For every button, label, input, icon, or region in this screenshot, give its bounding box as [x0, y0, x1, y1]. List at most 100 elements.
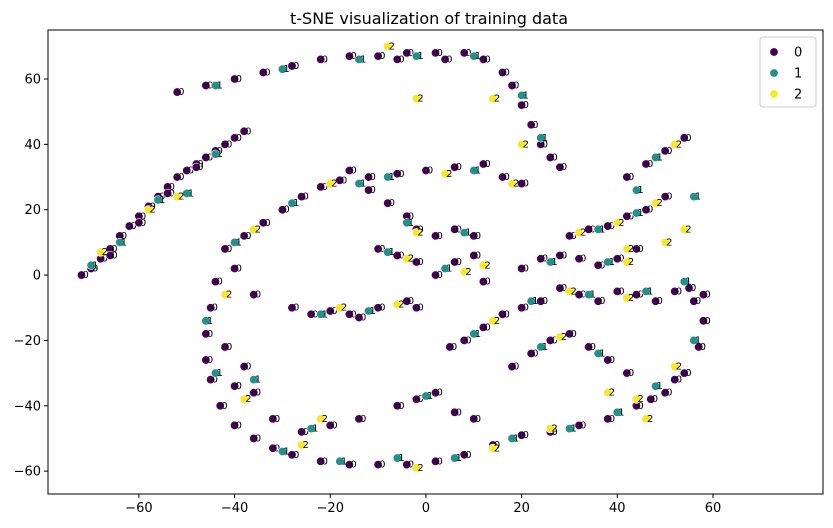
- data-point-class-0: [584, 342, 594, 352]
- data-point-class-0: [210, 277, 220, 287]
- data-point-text-label: 1: [657, 381, 663, 392]
- data-point-text-label: 0: [236, 74, 242, 85]
- data-point-text-label: 0: [216, 277, 222, 288]
- data-point-text-label: 0: [446, 54, 452, 65]
- data-point-text-label: 0: [475, 231, 481, 242]
- data-point-text-label: 0: [312, 309, 318, 320]
- data-point-class-2: [488, 316, 498, 326]
- data-point-class-0: [670, 286, 680, 296]
- data-point-class-1: [584, 290, 594, 300]
- data-point-class-2: [96, 247, 106, 257]
- data-point-class-0: [215, 401, 225, 411]
- scatter-points-layer: 0 0 0 0 0 0 0 0 0 0 0 0 0 0 0 0 0 0 0 0 0 0 0 0 0 0 0 0 0 0 0 0 0 0 0 0 0 0 0 0…: [76, 41, 711, 474]
- data-point-text-label: 1: [523, 90, 529, 101]
- data-point-class-1: [354, 179, 364, 189]
- data-point-text-label: 0: [360, 414, 366, 425]
- data-point-text-label: 0: [389, 198, 395, 209]
- data-point-text-label: 2: [341, 303, 347, 314]
- data-point-text-label: 2: [676, 362, 682, 373]
- data-point-text-label: 0: [542, 254, 548, 265]
- data-point-text-label: 1: [92, 260, 98, 271]
- data-point-text-label: 0: [551, 152, 557, 163]
- data-point-class-1: [593, 348, 603, 358]
- data-point-text-label: 2: [322, 414, 328, 425]
- data-point-class-0: [593, 296, 603, 306]
- data-point-class-2: [316, 414, 326, 424]
- data-point-class-0: [230, 133, 240, 143]
- data-point-class-0: [517, 100, 527, 110]
- data-point-class-0: [517, 430, 527, 440]
- data-point-class-0: [622, 211, 632, 221]
- data-point-class-0: [651, 296, 661, 306]
- data-point-class-0: [392, 54, 402, 64]
- data-point-text-label: 2: [408, 254, 414, 265]
- data-point-class-0: [641, 205, 651, 215]
- data-point-text-label: 0: [360, 313, 366, 324]
- data-point-text-label: 1: [456, 453, 462, 464]
- data-point-class-0: [182, 166, 192, 176]
- data-point-text-label: 0: [590, 342, 596, 353]
- data-point-text-label: 2: [245, 394, 251, 405]
- data-point-class-0: [411, 257, 421, 267]
- data-point-text-label: 0: [236, 264, 242, 275]
- data-point-text-label: 2: [551, 424, 557, 435]
- data-point-text-label: 2: [446, 169, 452, 180]
- data-point-class-0: [507, 81, 517, 91]
- data-point-text-label: 0: [551, 335, 557, 346]
- data-point-class-0: [373, 244, 383, 254]
- data-point-class-1: [651, 152, 661, 162]
- data-point-class-0: [450, 224, 460, 234]
- data-point-class-2: [517, 139, 527, 149]
- data-point-text-label: 0: [647, 159, 653, 170]
- data-point-text-label: 1: [417, 51, 423, 62]
- legend-marker-0: [769, 47, 779, 57]
- data-point-text-label: 2: [637, 394, 643, 405]
- data-point-class-1: [517, 90, 527, 100]
- data-point-class-1: [564, 424, 574, 434]
- data-point-class-1: [689, 335, 699, 345]
- data-point-class-0: [201, 355, 211, 365]
- data-point-text-label: 2: [523, 139, 529, 150]
- data-point-class-0: [230, 264, 240, 274]
- data-point-class-0: [430, 270, 440, 280]
- data-point-class-0: [478, 54, 488, 64]
- data-point-text-label: 0: [303, 192, 309, 203]
- data-point-class-0: [373, 460, 383, 470]
- data-point-text-label: 2: [494, 316, 500, 327]
- data-point-class-0: [450, 407, 460, 417]
- data-point-class-0: [392, 169, 402, 179]
- data-point-text-label: 1: [513, 433, 519, 444]
- data-point-class-0: [258, 218, 268, 228]
- data-point-class-1: [536, 342, 546, 352]
- data-point-text-label: 2: [618, 218, 624, 229]
- data-point-text-label: 1: [360, 54, 366, 65]
- data-point-text-label: 0: [370, 185, 376, 196]
- data-point-text-label: 1: [216, 81, 222, 92]
- data-point-text-label: 0: [159, 192, 165, 203]
- data-point-class-0: [344, 166, 354, 176]
- data-point-class-2: [545, 424, 555, 434]
- data-point-class-0: [430, 456, 440, 466]
- data-point-text-label: 0: [255, 433, 261, 444]
- data-point-class-0: [421, 166, 431, 176]
- data-point-class-2: [297, 440, 307, 450]
- data-point-text-label: 0: [561, 283, 567, 294]
- data-point-class-0: [373, 303, 383, 313]
- data-point-text-label: 0: [417, 257, 423, 268]
- data-point-text-label: 2: [609, 388, 615, 399]
- data-point-text-label: 0: [207, 81, 213, 92]
- data-point-class-0: [536, 254, 546, 264]
- data-point-text-label: 1: [159, 195, 165, 206]
- y-tick-label: 40: [24, 138, 41, 153]
- data-point-class-0: [105, 250, 115, 260]
- data-point-class-2: [603, 388, 613, 398]
- data-point-text-label: 0: [212, 303, 218, 314]
- data-point-class-0: [698, 290, 708, 300]
- data-point-text-label: 0: [140, 218, 146, 229]
- data-point-class-0: [517, 264, 527, 274]
- data-point-class-0: [201, 329, 211, 339]
- data-point-text-label: 0: [465, 48, 471, 59]
- data-point-text-label: 0: [226, 139, 232, 150]
- data-point-class-0: [287, 303, 297, 313]
- data-point-class-0: [469, 250, 479, 260]
